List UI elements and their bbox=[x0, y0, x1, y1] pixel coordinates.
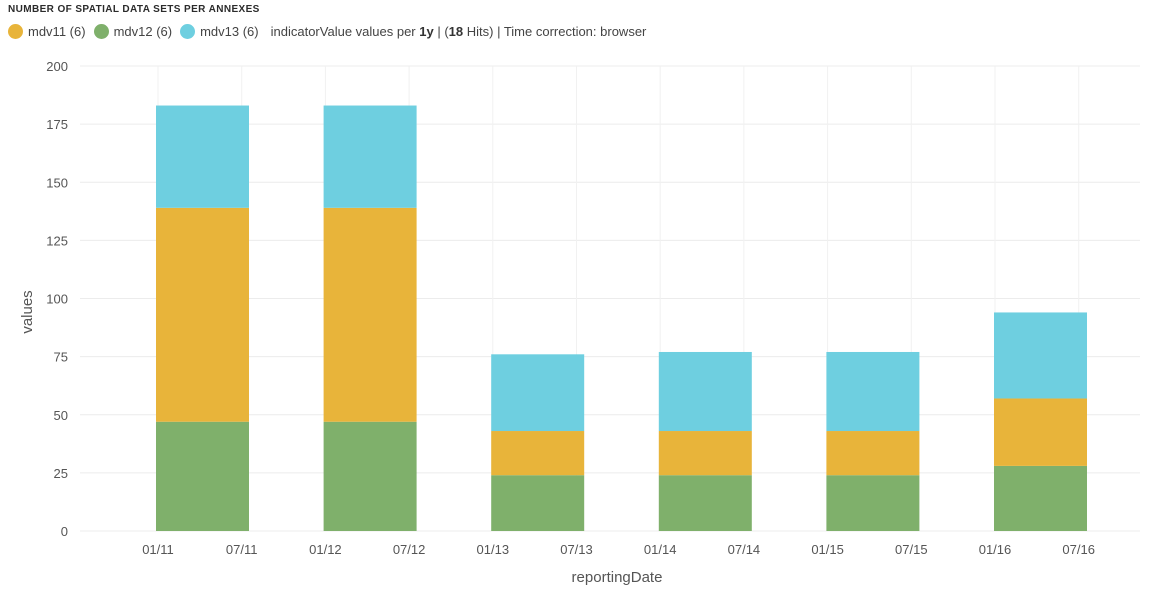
bar-mdv11-2013[interactable] bbox=[491, 431, 585, 476]
x-tick-label: 07/15 bbox=[895, 542, 928, 557]
y-tick-label: 25 bbox=[54, 466, 68, 481]
bar-mdv12-2016[interactable] bbox=[994, 465, 1087, 531]
x-tick-label: 01/12 bbox=[309, 542, 342, 557]
bar-mdv13-2015[interactable] bbox=[826, 351, 920, 432]
x-tick-label: 07/11 bbox=[226, 542, 258, 557]
bar-mdv11-2016[interactable] bbox=[994, 398, 1087, 466]
x-tick-label: 01/11 bbox=[142, 542, 174, 557]
bar-mdv13-2016[interactable] bbox=[994, 312, 1087, 399]
y-tick-label: 125 bbox=[46, 233, 68, 248]
bar-mdv11-2015[interactable] bbox=[826, 431, 920, 476]
legend-dot-icon bbox=[180, 24, 196, 39]
bar-mdv12-2013[interactable] bbox=[491, 475, 585, 531]
legend-dot-icon bbox=[8, 24, 23, 39]
bar-mdv11-2014[interactable] bbox=[658, 431, 752, 476]
bar-mdv12-2015[interactable] bbox=[826, 475, 920, 531]
query-info-prefix: indicatorValue values per bbox=[270, 24, 420, 39]
x-tick-label: 01/16 bbox=[979, 542, 1012, 557]
y-tick-label: 150 bbox=[46, 175, 68, 190]
legend: mdv11 (6) mdv12 (6) mdv13 (6) indicatorV… bbox=[8, 24, 646, 39]
x-tick-label: 01/15 bbox=[811, 542, 844, 557]
legend-item-mdv11[interactable]: mdv11 (6) bbox=[8, 24, 86, 39]
y-tick-label: 175 bbox=[46, 117, 68, 132]
legend-label: mdv13 (6) bbox=[200, 24, 259, 39]
y-axis-ticks: 0 25 50 75 100 125 150 175 200 bbox=[46, 59, 68, 539]
query-interval: 1y bbox=[419, 24, 434, 39]
bar-mdv12-2011[interactable] bbox=[156, 421, 249, 531]
x-tick-label: 07/12 bbox=[393, 542, 426, 557]
bar-mdv12-2012[interactable] bbox=[323, 421, 417, 531]
query-info: indicatorValue values per 1y | (18 Hits)… bbox=[271, 24, 647, 39]
bars bbox=[156, 105, 1087, 531]
legend-label: mdv11 (6) bbox=[28, 24, 86, 39]
chart-title: NUMBER OF SPATIAL DATA SETS PER ANNEXES bbox=[8, 4, 260, 15]
y-tick-label: 200 bbox=[46, 59, 68, 74]
legend-item-mdv13[interactable]: mdv13 (6) bbox=[180, 24, 259, 39]
bar-mdv11-2011[interactable] bbox=[156, 207, 249, 422]
y-tick-label: 75 bbox=[54, 350, 68, 365]
x-tick-label: 07/13 bbox=[560, 542, 593, 557]
legend-item-mdv12[interactable]: mdv12 (6) bbox=[93, 24, 173, 39]
x-axis-ticks: 01/11 07/11 01/12 07/12 01/13 07/13 01/14 07/14… bbox=[142, 542, 1095, 557]
query-hits: 18 bbox=[448, 24, 464, 39]
y-tick-label: 0 bbox=[61, 524, 68, 539]
bar-mdv13-2014[interactable] bbox=[658, 351, 752, 432]
legend-dot-icon bbox=[93, 24, 109, 39]
x-tick-label: 07/16 bbox=[1062, 542, 1095, 557]
legend-label: mdv12 (6) bbox=[113, 24, 173, 39]
y-tick-label: 100 bbox=[46, 292, 68, 307]
query-info-suffix: Hits) | Time correction: browser bbox=[463, 24, 647, 39]
x-tick-label: 01/13 bbox=[477, 542, 510, 557]
x-tick-label: 01/14 bbox=[644, 542, 677, 557]
bar-mdv13-2012[interactable] bbox=[323, 105, 417, 208]
bar-mdv13-2013[interactable] bbox=[491, 354, 585, 432]
x-tick-label: 07/14 bbox=[728, 542, 761, 557]
query-info-mid: | ( bbox=[433, 24, 449, 39]
y-axis-label: values bbox=[19, 290, 36, 333]
y-tick-label: 50 bbox=[54, 408, 68, 423]
bar-mdv13-2011[interactable] bbox=[156, 105, 249, 208]
bar-mdv11-2012[interactable] bbox=[323, 207, 417, 422]
bar-mdv12-2014[interactable] bbox=[658, 475, 752, 531]
x-axis-label: reportingDate bbox=[572, 569, 663, 586]
